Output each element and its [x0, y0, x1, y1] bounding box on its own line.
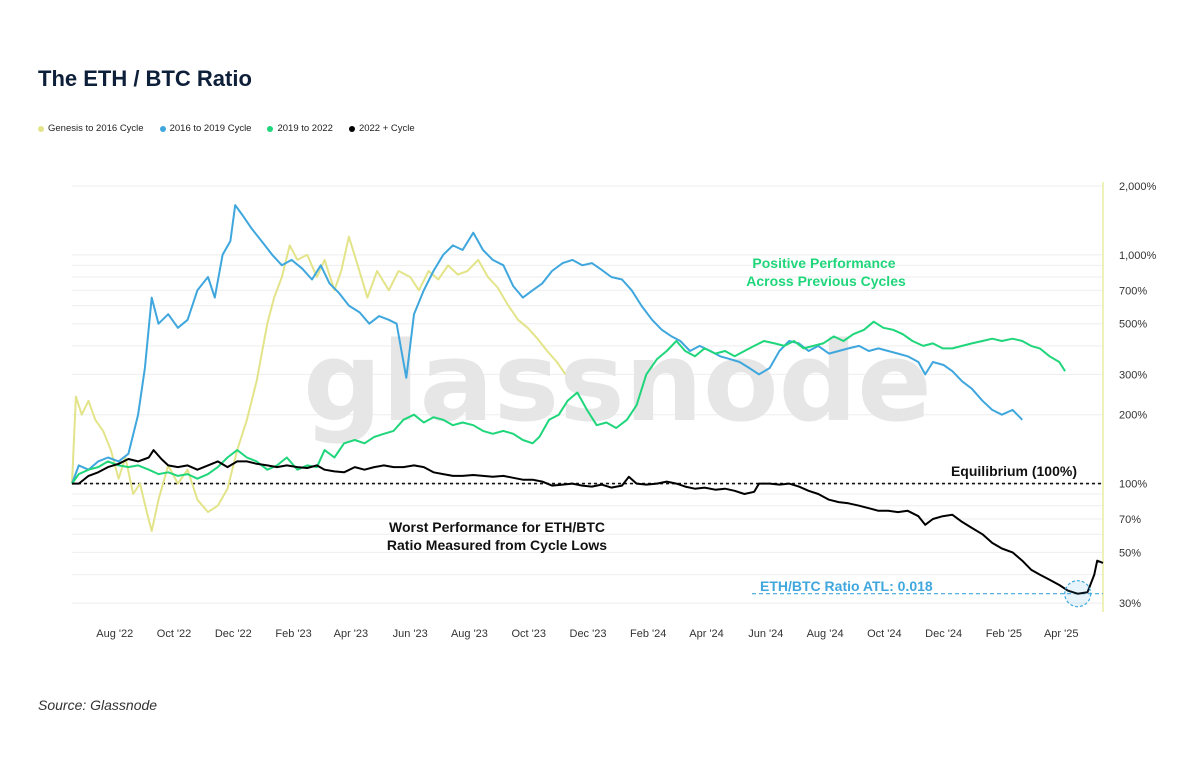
worst-performance-label: Ratio Measured from Cycle Lows	[387, 537, 607, 553]
series-line-0	[71, 235, 567, 532]
legend-label: Genesis to 2016 Cycle	[48, 123, 144, 134]
y-tick-label: 70%	[1119, 514, 1141, 526]
x-tick-label: Aug '24	[807, 628, 844, 640]
x-tick-label: Oct '24	[867, 628, 902, 640]
y-tick-label: 50%	[1119, 547, 1141, 559]
legend-item: 2016 to 2019 Cycle	[159, 123, 252, 134]
x-tick-label: Feb '24	[630, 628, 666, 640]
atl-label: ETH/BTC Ratio ATL: 0.018	[760, 578, 933, 594]
x-tick-label: Feb '23	[275, 628, 311, 640]
x-tick-label: Feb '25	[986, 628, 1022, 640]
y-tick-label: 1,000%	[1119, 250, 1157, 262]
x-tick-label: Jun '23	[393, 628, 428, 640]
worst-performance-label: Worst Performance for ETH/BTC	[389, 519, 605, 535]
eth-btc-ratio-chart: glassnode 2,000% 1,000% 700% 500% 300% 200% 100…	[71, 181, 1157, 640]
x-tick-label: Dec '23	[570, 628, 607, 640]
series-line-2	[71, 320, 1066, 485]
source-note: Source: Glassnode	[38, 697, 158, 713]
y-tick-label: 700%	[1119, 285, 1147, 297]
x-tick-label: Dec '24	[925, 628, 962, 640]
atl-highlight-circle	[1064, 580, 1092, 608]
legend-dot-icon	[348, 125, 355, 132]
legend-label: 2022 + Cycle	[358, 123, 415, 134]
legend-dot-icon	[267, 125, 274, 132]
y-tick-label: 100%	[1119, 479, 1147, 491]
x-tick-label: Oct '23	[511, 628, 546, 640]
series-line-3	[72, 449, 1104, 595]
x-tick-label: Oct '22	[157, 628, 192, 640]
legend: Genesis to 2016 Cycle 2016 to 2019 Cycle 2…	[38, 123, 415, 134]
equilibrium-label: Equilibrium (100%)	[951, 463, 1077, 479]
positive-performance-label: Positive Performance	[752, 255, 895, 271]
x-tick-label: Apr '24	[689, 628, 724, 640]
x-tick-label: Apr '25	[1044, 628, 1079, 640]
y-tick-label: 500%	[1119, 319, 1147, 331]
legend-item: 2019 to 2022	[267, 123, 333, 134]
positive-performance-label: Across Previous Cycles	[746, 273, 906, 289]
legend-dot-icon	[38, 125, 44, 132]
series-line-1	[71, 204, 1024, 484]
watermark: glassnode	[303, 318, 932, 446]
x-tick-label: Apr '23	[334, 628, 369, 640]
chart-title: The ETH / BTC Ratio	[38, 66, 252, 91]
legend-label: 2019 to 2022	[277, 123, 333, 134]
x-tick-label: Aug '23	[451, 628, 488, 640]
x-tick-label: Jun '24	[748, 628, 783, 640]
y-tick-label: 2,000%	[1119, 181, 1157, 193]
legend-item: 2022 + Cycle	[348, 123, 415, 134]
x-tick-label: Aug '22	[96, 628, 133, 640]
x-tick-label: Dec '22	[215, 628, 252, 640]
y-tick-label: 30%	[1119, 598, 1141, 610]
y-tick-label: 300%	[1119, 369, 1147, 381]
legend-dot-icon	[159, 125, 166, 132]
legend-label: 2016 to 2019 Cycle	[169, 123, 252, 134]
y-tick-label: 200%	[1119, 410, 1147, 422]
legend-item: Genesis to 2016 Cycle	[38, 123, 144, 134]
